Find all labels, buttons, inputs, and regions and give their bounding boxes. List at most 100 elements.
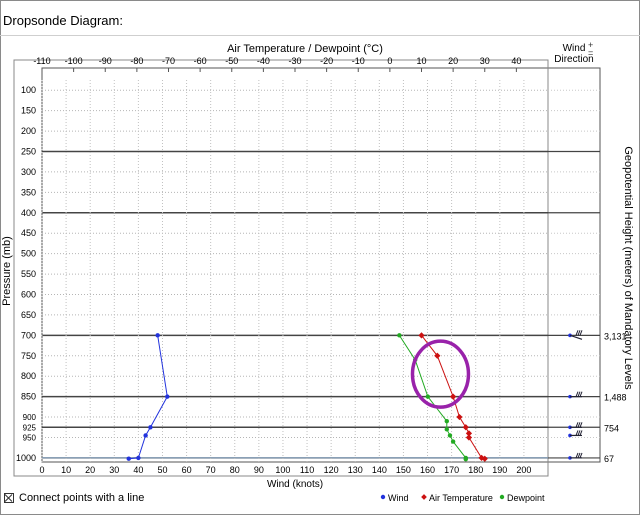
connect-points-label: Connect points with a line [19, 492, 145, 504]
legend-label: Wind [388, 493, 409, 503]
wind-point [136, 455, 141, 461]
pressure-axis-title: Pressure (mb) [1, 236, 13, 306]
plot-frame [41, 67, 549, 463]
temperature-tick-label: 20 [448, 56, 458, 66]
air-temperature-point [456, 413, 463, 421]
temperature-tick-label: -30 [288, 56, 301, 66]
wind-panel-frame [547, 67, 601, 463]
temperature-tick-label: -50 [225, 56, 238, 66]
wind-barb-flag [577, 422, 581, 428]
wind-tick-label: 160 [420, 465, 435, 475]
wind-barb-flag [575, 430, 579, 436]
wind-point [155, 333, 160, 338]
pressure-tick-label: 925 [23, 423, 37, 432]
dewpoint-point [450, 439, 456, 444]
temperature-tick-label: -10 [352, 56, 365, 66]
wind-tick-label: 10 [61, 465, 71, 475]
wind-direction-title: Wind Direction [554, 43, 594, 65]
temperature-tick-label: -20 [320, 56, 333, 66]
dewpoint-point [447, 433, 453, 438]
temperature-tick-label: -60 [194, 56, 207, 66]
wind-tick-label: 30 [109, 465, 119, 475]
title-divider [0, 35, 640, 36]
wind-barb [569, 330, 583, 340]
wind-barb-flag [577, 430, 581, 436]
wind-tick-label: 70 [206, 465, 216, 475]
temperature-tick-label: -40 [257, 56, 270, 66]
wind-point [143, 433, 148, 438]
pressure-tick-label: 750 [21, 351, 36, 361]
pressure-tick-label: 900 [23, 413, 37, 422]
wind-point [126, 456, 131, 461]
legend-marker [499, 494, 505, 500]
pressure-tick-label: 550 [21, 269, 36, 279]
wind-tick-label: 80 [230, 465, 240, 475]
pressure-tick-label: 100 [21, 85, 36, 95]
legend-label: Air Temperature [429, 493, 493, 503]
wind-tick-label: 110 [300, 465, 314, 475]
wind-barb-flag [577, 330, 581, 336]
legend-marker [380, 494, 386, 500]
legend-label: Dewpoint [507, 493, 545, 503]
pressure-tick-label: 150 [21, 106, 36, 116]
air-temperature-point [462, 424, 469, 431]
geopotential-height-label: 3,131 [604, 331, 627, 341]
wind-tick-label: 200 [516, 465, 531, 475]
wind-tick-label: 130 [348, 465, 363, 475]
dewpoint-point [444, 418, 449, 424]
wind-barb-flag [575, 452, 579, 459]
wind-barb [570, 391, 583, 398]
wind-tick-label: 90 [254, 465, 264, 475]
air-temperature-point [450, 393, 457, 400]
wind-barb-flag [577, 452, 581, 459]
dewpoint-point [425, 394, 431, 399]
air-temperature-point [465, 434, 473, 441]
wind-tick-label: 140 [372, 465, 387, 475]
temperature-tick-label: 30 [480, 56, 490, 66]
checkbox-checked-icon[interactable] [4, 493, 14, 503]
temperature-axis-title: Air Temperature / Dewpoint (°C) [227, 43, 383, 55]
pressure-tick-label: 1000 [16, 453, 36, 463]
air-temperature-point [418, 332, 425, 339]
wind-barb [570, 452, 583, 459]
temperature-tick-label: -110 [33, 56, 50, 66]
pressure-tick-label: 350 [21, 187, 36, 197]
highlight-ellipse [410, 339, 471, 409]
pressure-tick-label: 850 [21, 392, 36, 402]
expand-icon[interactable]: + = [588, 40, 594, 58]
wind-point [165, 394, 170, 399]
chart-outer-frame [13, 59, 549, 477]
temperature-tick-label: -70 [162, 56, 175, 66]
wind-barb-flag [579, 422, 583, 428]
pressure-tick-label: 300 [21, 167, 36, 177]
page-title: Dropsonde Diagram: [3, 13, 123, 28]
connect-points-toggle[interactable]: Connect points with a line [4, 492, 144, 504]
legend-marker [421, 494, 427, 500]
wind-barb-flag [575, 391, 579, 397]
wind-axis-title: Wind (knots) [267, 479, 323, 490]
geopotential-height-label: 754 [604, 423, 619, 433]
pressure-tick-label: 450 [21, 228, 36, 238]
pressure-tick-label: 800 [21, 371, 36, 381]
air-temperature-point [465, 430, 473, 437]
pressure-tick-label: 700 [21, 330, 36, 340]
wind-barb [570, 422, 583, 428]
pressure-tick-label: 200 [21, 126, 36, 136]
wind-tick-label: 180 [468, 465, 483, 475]
temperature-tick-label: -100 [65, 56, 83, 66]
wind-tick-label: 150 [396, 465, 411, 475]
wind-tick-label: 190 [492, 465, 507, 475]
wind-tick-label: 40 [133, 465, 143, 475]
temperature-tick-label: 10 [416, 56, 426, 66]
wind-barb-flag [579, 430, 583, 436]
geopotential-height-label: 67 [604, 454, 614, 464]
wind-barb-flag [579, 452, 583, 459]
wind-barb-staff [569, 334, 583, 340]
temperature-tick-label: 40 [511, 56, 521, 66]
pressure-tick-label: 250 [21, 146, 36, 156]
pressure-tick-label: 950 [23, 433, 37, 442]
dewpoint-point [397, 333, 402, 338]
wind-barb-flag [575, 422, 579, 428]
dewpoint-point [444, 427, 449, 432]
